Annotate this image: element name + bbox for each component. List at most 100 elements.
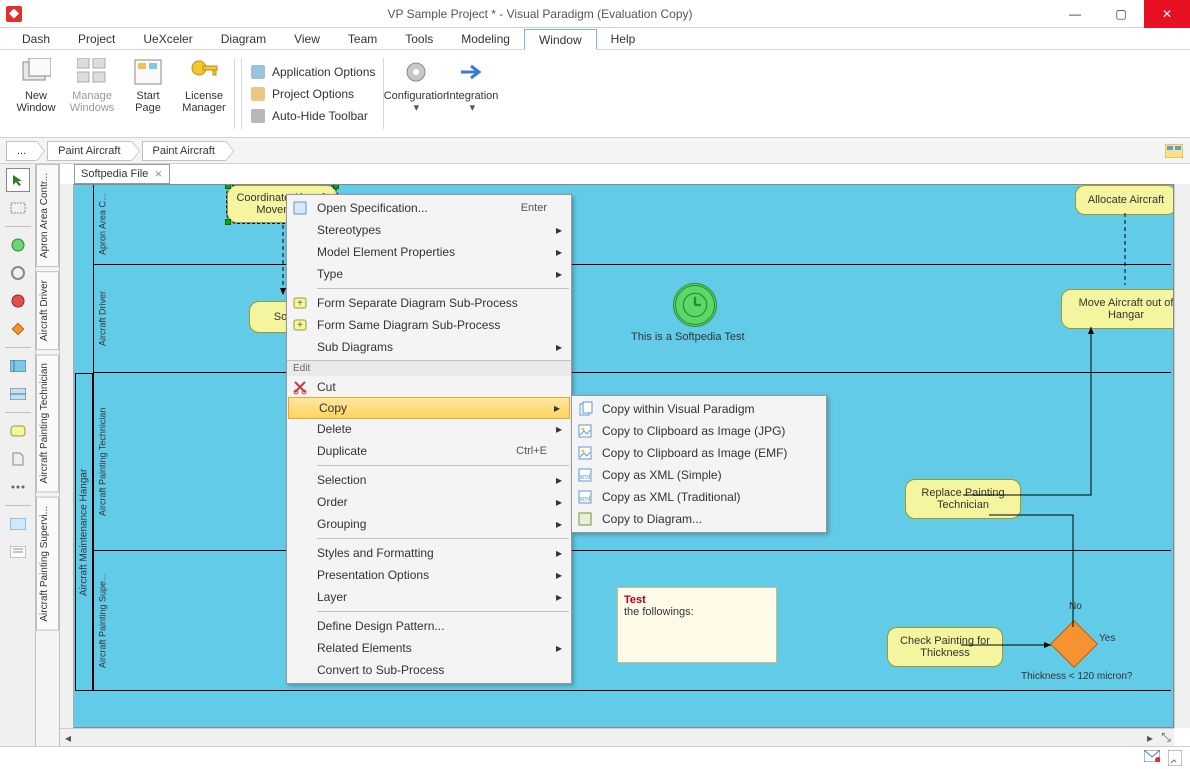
breadcrumb-item[interactable]: Paint Aircraft — [142, 141, 226, 161]
text-annotation[interactable]: Testthe followings: — [617, 587, 777, 663]
lasso-tool[interactable] — [6, 196, 30, 220]
ruler-vertical — [60, 184, 74, 728]
svg-text:xml: xml — [580, 474, 591, 481]
menu-item[interactable]: Delete▸ — [287, 418, 571, 440]
menubar: DashProjectUeXcelerDiagramViewTeamToolsM… — [0, 28, 1190, 50]
menu-item[interactable]: DuplicateCtrl+E — [287, 440, 571, 462]
lane-header[interactable]: Aircraft Painting Supe... — [93, 551, 111, 690]
lane-tab[interactable]: Aircraft Painting Technician — [36, 354, 59, 492]
menu-item[interactable]: Open Specification...Enter — [287, 197, 571, 219]
resize-grip-icon[interactable]: ⤡ — [1158, 730, 1174, 746]
ribbon-gear[interactable]: Configuration▾ — [388, 54, 444, 133]
ribbon-arrow[interactable]: Integration▾ — [444, 54, 500, 133]
menu-item[interactable]: Copy▸ — [288, 397, 570, 419]
svg-text:+: + — [297, 320, 303, 331]
menu-diagram[interactable]: Diagram — [207, 28, 280, 49]
ribbon-app-options[interactable]: Application Options — [246, 61, 379, 83]
cursor-tool[interactable] — [6, 168, 30, 192]
mail-icon[interactable] — [1144, 750, 1160, 766]
file-tab-label: Softpedia File — [81, 168, 148, 180]
bpmn-timer-event[interactable] — [673, 283, 717, 327]
scroll-right-icon[interactable]: ▸ — [1142, 730, 1158, 746]
lane-header[interactable]: Aircraft Painting Technician — [93, 373, 111, 550]
window-close-button[interactable]: ✕ — [1144, 0, 1190, 28]
ribbon-proj-options[interactable]: Project Options — [246, 83, 379, 105]
lane-tab[interactable]: Aircraft Driver — [36, 271, 59, 350]
note-icon[interactable] — [1168, 750, 1184, 766]
pool-header[interactable]: Aircraft Maintenance Hangar — [75, 373, 93, 691]
menu-item[interactable]: xmlCopy as XML (Simple) — [572, 464, 826, 486]
app-icon — [6, 6, 22, 22]
bpmn-task[interactable]: Allocate Aircraft — [1075, 185, 1174, 215]
breadcrumb: ... Paint Aircraft Paint Aircraft — [0, 138, 1190, 164]
menu-item[interactable]: Model Element Properties▸ — [287, 241, 571, 263]
breadcrumb-view-icon[interactable] — [1164, 141, 1184, 161]
menu-item[interactable]: xmlCopy as XML (Traditional) — [572, 486, 826, 508]
context-submenu: Copy within Visual ParadigmCopy to Clipb… — [571, 395, 827, 533]
menu-item[interactable]: Selection▸ — [287, 469, 571, 491]
menu-dash[interactable]: Dash — [8, 28, 64, 49]
gateway-label: Yes — [1099, 633, 1115, 644]
close-tab-icon[interactable]: ⨯ — [154, 169, 162, 180]
ribbon-manage-windows: ManageWindows — [64, 54, 120, 133]
lane-tab[interactable]: Aircraft Painting Supervi... — [36, 497, 59, 631]
ribbon-key[interactable]: LicenseManager — [176, 54, 232, 133]
menu-item[interactable]: Presentation Options▸ — [287, 564, 571, 586]
lane-header[interactable]: Aircraft Driver — [93, 265, 111, 372]
dots-tool[interactable] — [6, 475, 30, 499]
menu-item[interactable]: Copy to Clipboard as Image (EMF) — [572, 442, 826, 464]
group-tool[interactable] — [6, 512, 30, 536]
menu-item[interactable]: Cut — [287, 376, 571, 398]
menu-item[interactable]: Order▸ — [287, 491, 571, 513]
menu-item[interactable]: Convert to Sub-Process — [287, 659, 571, 681]
scroll-left-icon[interactable]: ◂ — [60, 730, 76, 746]
window-title: VP Sample Project * - Visual Paradigm (E… — [28, 7, 1052, 21]
menu-item[interactable]: Type▸ — [287, 263, 571, 285]
window-minimize-button[interactable]: — — [1052, 0, 1098, 28]
menu-item[interactable]: Related Elements▸ — [287, 637, 571, 659]
pool-tool[interactable] — [6, 354, 30, 378]
menu-item[interactable]: Copy to Diagram... — [572, 508, 826, 530]
menu-item[interactable]: Sub Diagrams▸ — [287, 336, 571, 358]
scrollbar-vertical[interactable] — [1174, 184, 1190, 728]
menu-item[interactable]: Grouping▸ — [287, 513, 571, 535]
annotation-tool[interactable] — [6, 540, 30, 564]
lane-tab[interactable]: Apron Area Contr... — [36, 164, 59, 267]
menu-tools[interactable]: Tools — [391, 28, 447, 49]
end-event-tool[interactable] — [6, 289, 30, 313]
lane-header[interactable]: Apron Area C... — [93, 185, 111, 264]
menu-item[interactable]: +Form Separate Diagram Sub-Process — [287, 292, 571, 314]
menu-window[interactable]: Window — [524, 29, 597, 50]
breadcrumb-item[interactable]: Paint Aircraft — [47, 141, 131, 161]
bpmn-task[interactable]: Replace Painting Technician — [905, 479, 1021, 519]
menu-help[interactable]: Help — [597, 28, 650, 49]
lane-tool[interactable] — [6, 382, 30, 406]
intermediate-event-tool[interactable] — [6, 261, 30, 285]
menu-item[interactable]: Styles and Formatting▸ — [287, 542, 571, 564]
gateway-tool[interactable] — [6, 317, 30, 341]
statusbar — [0, 746, 1190, 768]
data-tool[interactable] — [6, 447, 30, 471]
menu-item[interactable]: Define Design Pattern... — [287, 615, 571, 637]
menu-item[interactable]: Copy within Visual Paradigm — [572, 398, 826, 420]
task-tool[interactable] — [6, 419, 30, 443]
menu-item[interactable]: +Form Same Diagram Sub-Process — [287, 314, 571, 336]
menu-item[interactable]: Copy to Clipboard as Image (JPG) — [572, 420, 826, 442]
start-event-tool[interactable] — [6, 233, 30, 257]
window-maximize-button[interactable]: ▢ — [1098, 0, 1144, 28]
ribbon-start-page[interactable]: StartPage — [120, 54, 176, 133]
menu-item[interactable]: Stereotypes▸ — [287, 219, 571, 241]
ribbon-autohide[interactable]: Auto-Hide Toolbar — [246, 105, 379, 127]
menu-item[interactable]: Layer▸ — [287, 586, 571, 608]
bpmn-task[interactable]: Check Painting for Thickness — [887, 627, 1003, 667]
menu-project[interactable]: Project — [64, 28, 129, 49]
menu-uexceler[interactable]: UeXceler — [129, 28, 206, 49]
breadcrumb-item[interactable]: ... — [6, 141, 37, 161]
menu-modeling[interactable]: Modeling — [447, 28, 524, 49]
menu-view[interactable]: View — [280, 28, 334, 49]
ribbon-new-window[interactable]: NewWindow — [8, 54, 64, 133]
file-tab[interactable]: Softpedia File ⨯ — [74, 164, 170, 184]
bpmn-task[interactable]: Move Aircraft out of Hangar — [1061, 289, 1174, 329]
menu-team[interactable]: Team — [334, 28, 391, 49]
scrollbar-horizontal[interactable]: ◂ ▸ ⤡ — [60, 728, 1174, 746]
